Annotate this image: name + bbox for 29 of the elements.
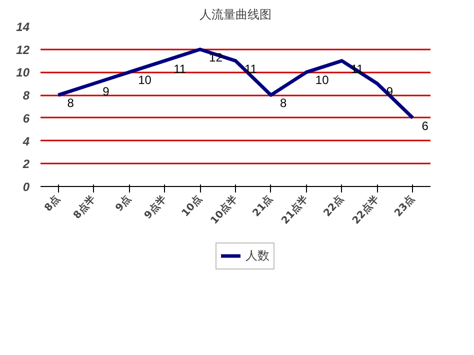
line-series xyxy=(56,48,415,120)
x-tick-label: 9点半 xyxy=(142,193,169,222)
y-tick-label: 8 xyxy=(22,88,30,103)
chart-title: 人流量曲线图 xyxy=(200,8,272,22)
data-label: 6 xyxy=(422,118,429,133)
x-tick-label: 23点 xyxy=(392,193,417,220)
y-tick-label: 14 xyxy=(16,20,30,34)
y-tick-label: 12 xyxy=(16,42,30,57)
x-tick-label: 21点半 xyxy=(279,193,311,227)
data-label: 10 xyxy=(138,73,152,88)
x-tick-label: 21点 xyxy=(250,193,276,220)
x-tick-label: 8点 xyxy=(42,193,62,214)
y-tick-label: 2 xyxy=(22,157,30,172)
data-label: 8 xyxy=(67,96,74,110)
data-label: 10 xyxy=(315,73,330,88)
x-tick-label: 10点 xyxy=(179,193,204,220)
x-tick-label: 22点半 xyxy=(350,193,382,227)
legend-label: 人数 xyxy=(246,247,270,264)
x-tick-label: 22点 xyxy=(321,193,346,220)
data-label: 8 xyxy=(280,96,287,110)
y-tick-label: 4 xyxy=(22,134,30,148)
x-tick-label: 9点 xyxy=(113,193,134,214)
y-tick-label: 0 xyxy=(22,180,30,194)
y-tick-label: 10 xyxy=(16,66,30,80)
x-tick-label: 8点半 xyxy=(71,193,98,222)
x-tick-label: 10点半 xyxy=(208,193,240,227)
y-tick-label: 6 xyxy=(22,111,30,126)
data-label: 9 xyxy=(102,84,110,99)
data-label: 11 xyxy=(350,62,364,76)
